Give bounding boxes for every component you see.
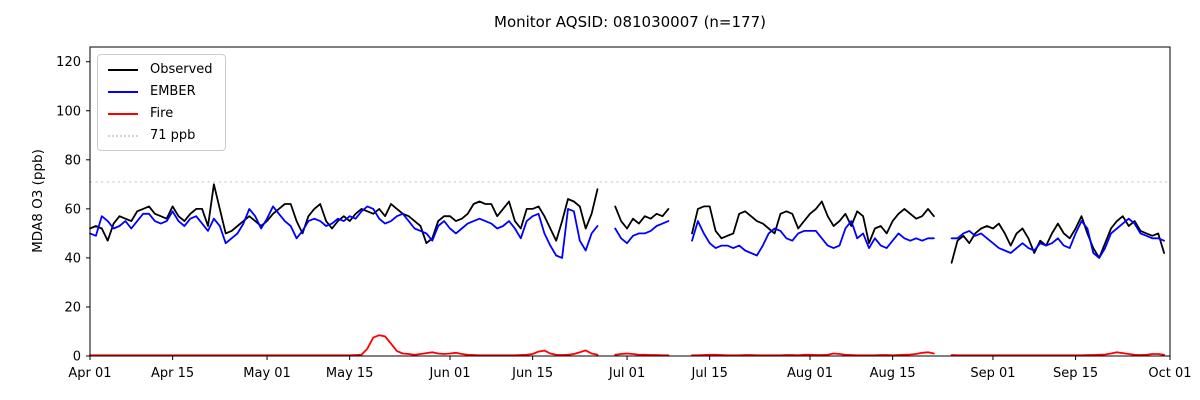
legend-label: 71 ppb [150, 128, 196, 143]
x-tick-label: Apr 15 [151, 366, 194, 381]
y-tick-label: 60 [64, 202, 81, 217]
plot-border [89, 46, 1171, 357]
y-tick-label: 20 [64, 300, 81, 315]
x-tick-label: Sep 01 [970, 366, 1015, 381]
x-tick-label: Jul 01 [608, 366, 645, 381]
observed-line-swatch [108, 68, 138, 71]
x-tick-label: Jul 15 [690, 366, 727, 381]
legend-item-fire: Fire [108, 106, 213, 121]
y-tick-label: 120 [56, 55, 81, 70]
legend: Observed EMBER Fire 71 ppb [97, 54, 226, 151]
x-tick-label: May 15 [326, 366, 374, 381]
legend-item-threshold: 71 ppb [108, 128, 213, 143]
threshold-line-swatch [108, 134, 138, 137]
y-tick-label: 40 [64, 251, 81, 266]
legend-label: Observed [150, 62, 213, 77]
x-tick-label: Aug 01 [787, 366, 833, 381]
fire-line [89, 334, 1165, 357]
x-tick-label: Aug 15 [870, 366, 916, 381]
y-tick-label: 100 [56, 104, 81, 119]
legend-item-observed: Observed [108, 62, 213, 77]
x-tick-label: Jun 01 [429, 366, 471, 381]
ember-line-swatch [108, 90, 138, 93]
ember-line [89, 205, 1165, 259]
x-tick-label: May 01 [243, 366, 291, 381]
x-tick-label: Jun 15 [511, 366, 553, 381]
y-axis-label: MDA8 O3 (ppb) [30, 149, 46, 253]
legend-label: Fire [150, 106, 174, 121]
chart-title: Monitor AQSID: 081030007 (n=177) [494, 13, 766, 31]
x-tick-label: Apr 01 [68, 366, 111, 381]
y-tick-label: 0 [73, 350, 81, 365]
fire-line-swatch [108, 112, 138, 115]
observed-line [89, 183, 1165, 264]
legend-label: EMBER [150, 84, 196, 99]
y-tick-label: 80 [64, 153, 81, 168]
x-tick-label: Oct 01 [1148, 366, 1191, 381]
legend-item-ember: EMBER [108, 84, 213, 99]
x-tick-label: Sep 15 [1053, 366, 1098, 381]
